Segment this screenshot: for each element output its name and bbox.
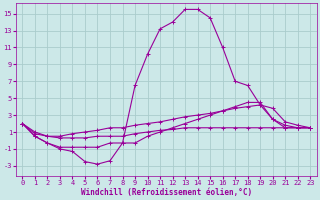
X-axis label: Windchill (Refroidissement éolien,°C): Windchill (Refroidissement éolien,°C) <box>81 188 252 197</box>
